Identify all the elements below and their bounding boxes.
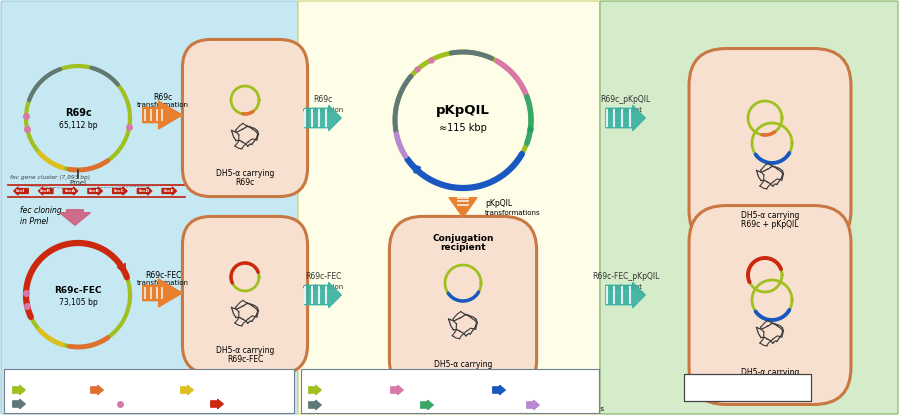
Text: recipient: recipient (440, 243, 486, 252)
Text: Transfer loci: Transfer loci (327, 387, 370, 393)
FancyBboxPatch shape (183, 39, 308, 197)
Text: fec cloning
in PmeI: fec cloning in PmeI (20, 206, 62, 226)
FancyBboxPatch shape (689, 205, 851, 405)
Text: DH5-α carrying: DH5-α carrying (216, 346, 274, 355)
Text: transformation: transformation (137, 102, 189, 108)
Text: Transfer loci: Transfer loci (31, 387, 74, 393)
Text: conjugant: conjugant (608, 284, 643, 290)
Text: pKpQIL: pKpQIL (435, 374, 465, 383)
Text: PmeI: PmeI (69, 180, 86, 186)
Text: Other
resistance genes: Other resistance genes (545, 398, 604, 412)
Text: IncM replicon: IncM replicon (109, 387, 156, 393)
Text: fecR: fecR (40, 189, 50, 193)
Text: IncFIB(pQIL) replicon: IncFIB(pQIL) replicon (439, 402, 511, 408)
Text: R69c-FEC: R69c-FEC (305, 272, 341, 281)
FancyBboxPatch shape (689, 49, 851, 247)
Text: R69c-FEC: R69c-FEC (54, 286, 102, 295)
FancyBboxPatch shape (1, 1, 298, 414)
Text: fecC: fecC (114, 189, 125, 193)
Text: R69c-FEC: R69c-FEC (145, 271, 181, 280)
Text: Origin of transfer +: Origin of transfer + (125, 401, 194, 407)
Text: DH5-α carrying: DH5-α carrying (741, 368, 799, 377)
Text: KPC: KPC (555, 386, 564, 391)
Text: DH5-α carrying: DH5-α carrying (741, 211, 799, 220)
FancyBboxPatch shape (298, 1, 600, 414)
Text: transformations: transformations (485, 210, 541, 216)
Text: conjugant: conjugant (608, 107, 643, 113)
Text: R69c-FEC: R69c-FEC (227, 355, 263, 364)
Text: conjugation: conjugation (302, 107, 344, 113)
Text: transformation: transformation (137, 280, 189, 286)
FancyBboxPatch shape (600, 1, 898, 414)
Text: IncFII(K) replicon: IncFII(K) replicon (409, 387, 468, 393)
Text: fecD: fecD (139, 189, 149, 193)
Text: Stabilization systems: Stabilization systems (327, 402, 401, 408)
Text: R69c-FEC + pKpQIL: R69c-FEC + pKpQIL (733, 377, 807, 386)
FancyBboxPatch shape (684, 374, 811, 401)
Text: R69c + pKpQIL: R69c + pKpQIL (742, 220, 799, 229)
Text: fecB: fecB (89, 189, 100, 193)
Text: fecE: fecE (164, 189, 174, 193)
Text: fecI: fecI (16, 189, 25, 193)
Text: conjugation: conjugation (302, 284, 344, 290)
Text: Tn4401a::bla: Tn4401a::bla (511, 387, 557, 393)
Text: R69c: R69c (313, 95, 333, 104)
Text: cmR: cmR (199, 387, 214, 393)
Text: pKpQIL: pKpQIL (449, 369, 477, 378)
Text: pKpQIL: pKpQIL (485, 199, 512, 208)
FancyBboxPatch shape (301, 369, 599, 413)
Text: Stabilization systems: Stabilization systems (31, 401, 105, 407)
Text: 65,112 bp: 65,112 bp (58, 120, 97, 129)
Text: Conjugation: Conjugation (432, 234, 494, 243)
Text: fec gene cluster (7,993 bp): fec gene cluster (7,993 bp) (10, 175, 90, 180)
Text: 73,105 bp: 73,105 bp (58, 298, 97, 307)
Text: fecA: fecA (65, 189, 76, 193)
Text: pKpQIL: pKpQIL (436, 103, 490, 117)
FancyBboxPatch shape (4, 369, 294, 413)
Text: R69c_pKpQIL: R69c_pKpQIL (600, 95, 651, 104)
Text: R69c-FEC_pKpQIL: R69c-FEC_pKpQIL (592, 272, 659, 281)
FancyBboxPatch shape (183, 217, 308, 374)
Text: fec gene
cluster: fec gene cluster (229, 398, 259, 410)
Text: ≈115 kbp: ≈115 kbp (439, 123, 487, 133)
Text: R69c: R69c (153, 93, 173, 102)
FancyBboxPatch shape (390, 216, 536, 393)
Text: DH5-α carrying: DH5-α carrying (216, 169, 274, 178)
Text: Conjugants: Conjugants (722, 383, 772, 391)
Text: R69c: R69c (236, 178, 255, 187)
Text: R69c: R69c (138, 374, 158, 383)
Text: R69c: R69c (65, 108, 92, 118)
Text: DH5-α carrying: DH5-α carrying (434, 360, 492, 369)
